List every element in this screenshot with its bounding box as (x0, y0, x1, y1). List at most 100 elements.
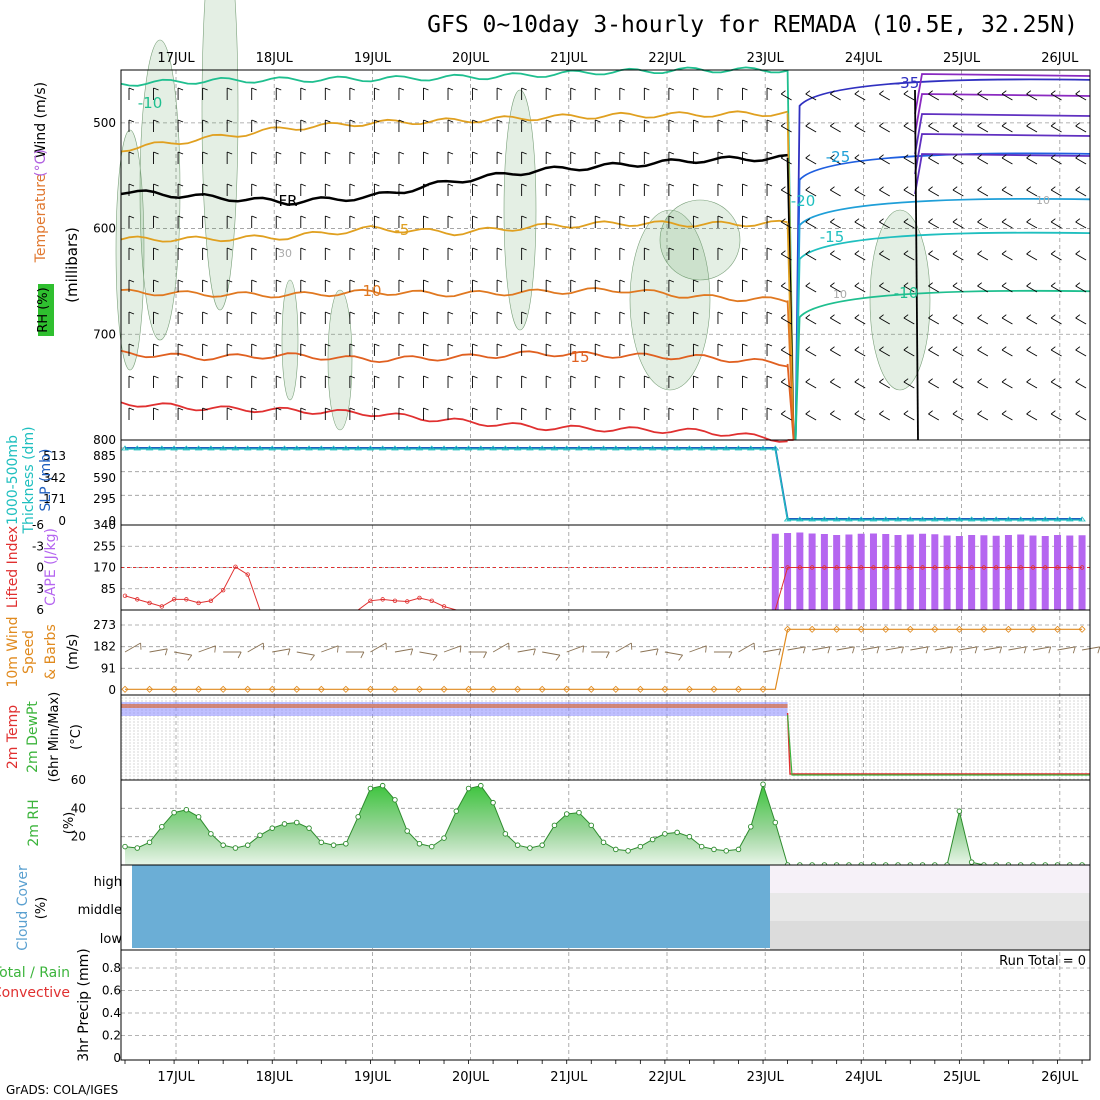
lifted-index-marker (908, 565, 913, 570)
wind-barb-flag (276, 279, 282, 283)
wind-barb (521, 151, 527, 164)
wind-barb (177, 279, 184, 292)
surface-wind-barb-flag (1048, 646, 1052, 654)
lifted-index-marker (147, 600, 152, 606)
wind-barb (643, 375, 650, 388)
wind-barb-staff (1026, 413, 1038, 421)
wind-barb-flag (717, 119, 724, 123)
wind-barb-staff (879, 349, 890, 357)
slp-marker (305, 445, 313, 451)
wind-barb-staff (805, 349, 817, 357)
wind-barb-flag (952, 250, 958, 255)
wind-barb-flag (398, 407, 405, 411)
surface-wind-barb-staff (910, 646, 929, 651)
wind-barb-flag (742, 311, 748, 315)
wind-barb-flag (780, 90, 786, 95)
date-label-top: 24JUL (845, 51, 883, 66)
wind-barb-flag (521, 343, 527, 347)
slp-marker (636, 445, 645, 451)
wind-barb (903, 314, 915, 325)
wind-barb (1075, 154, 1087, 165)
lifted-index-marker (368, 598, 373, 603)
wind-barb-flag (1026, 378, 1032, 383)
wind-barb (349, 215, 356, 228)
rh-point (490, 799, 496, 806)
wind-barb-staff (830, 285, 841, 293)
surface-wind-barb (468, 651, 487, 659)
wind-barb-staff (952, 285, 964, 293)
rh-point (760, 781, 766, 788)
wind-barb-flag (251, 151, 257, 155)
wind-barb-flag (805, 154, 811, 159)
cape-bar (1017, 534, 1025, 610)
wind-barb (398, 183, 405, 196)
wind-barb-flag (423, 407, 429, 411)
rh-tick: 20 (71, 830, 86, 844)
wind-barb-flag (595, 183, 601, 187)
wind-barb-flag (1001, 282, 1007, 287)
wind-barb-flag (805, 346, 811, 351)
wind-barb (668, 311, 675, 324)
wind-barb-flag (903, 122, 909, 127)
wind-barb-flag (829, 154, 835, 159)
wind-barb (692, 119, 699, 132)
wind-barb (903, 154, 915, 165)
wind-barb-staff (928, 221, 940, 229)
wind-barb (692, 375, 699, 388)
surface-wind-barb (370, 642, 387, 653)
isotherm-line (120, 153, 788, 206)
wind-barb (1001, 282, 1013, 293)
wind-barb-staff (1075, 349, 1087, 357)
wind-barb (373, 183, 380, 196)
surface-wind-barb-staff (443, 645, 462, 653)
surface-wind-barb-flag (827, 646, 831, 654)
wind-barb (472, 247, 478, 260)
wind-barb (952, 122, 964, 133)
wind-barb-flag (374, 215, 380, 219)
rh-point (244, 842, 251, 848)
wind-barb-flag (276, 151, 282, 155)
wind-barb (643, 87, 650, 100)
wind-barb (1001, 250, 1013, 261)
wind-barb (423, 279, 429, 292)
cape-tick: 85 (101, 582, 116, 596)
wind-barb (1075, 346, 1087, 357)
surface-wind-barb (836, 646, 855, 654)
wind-barb-flag (325, 279, 331, 283)
wind-barb-flag (325, 311, 331, 315)
wind-barb-flag (472, 343, 478, 347)
wind-barb (472, 215, 478, 228)
wind-barb-flag (1001, 186, 1007, 191)
wind-barb-flag (780, 314, 786, 319)
wind-barb-flag (1075, 346, 1081, 351)
wind-barb (570, 279, 576, 292)
wind-speed-marker (1078, 625, 1086, 633)
wind-speed-marker (685, 685, 693, 693)
wind-barb (423, 407, 429, 420)
surface-wind-barb-staff (566, 645, 584, 653)
wind-barb (423, 375, 429, 388)
wind-barb (717, 311, 724, 324)
wind-barb (472, 87, 478, 100)
rh-point (748, 824, 754, 830)
wind-barb (1001, 154, 1013, 165)
cape-bar (820, 534, 828, 610)
wind-barb (496, 407, 503, 420)
wind-barb-flag (300, 151, 306, 155)
lifted-index-marker (809, 565, 815, 570)
wind-barb-staff (1075, 157, 1087, 165)
wind-barb-flag (717, 247, 724, 251)
wind-barb (854, 186, 866, 197)
slp-marker (207, 445, 215, 451)
wind-barb (928, 250, 940, 261)
wind-barb-flag (879, 90, 884, 95)
wind-barb-flag (619, 375, 625, 379)
slp-marker (955, 516, 964, 522)
wind-barb (423, 247, 429, 260)
wind-barb-flag (668, 151, 675, 155)
wind-barb-flag (619, 151, 625, 155)
wind-barb-flag (521, 279, 527, 283)
cape-bar (968, 535, 976, 610)
wind-tick: 273 (93, 618, 116, 632)
slp-marker (415, 445, 424, 451)
